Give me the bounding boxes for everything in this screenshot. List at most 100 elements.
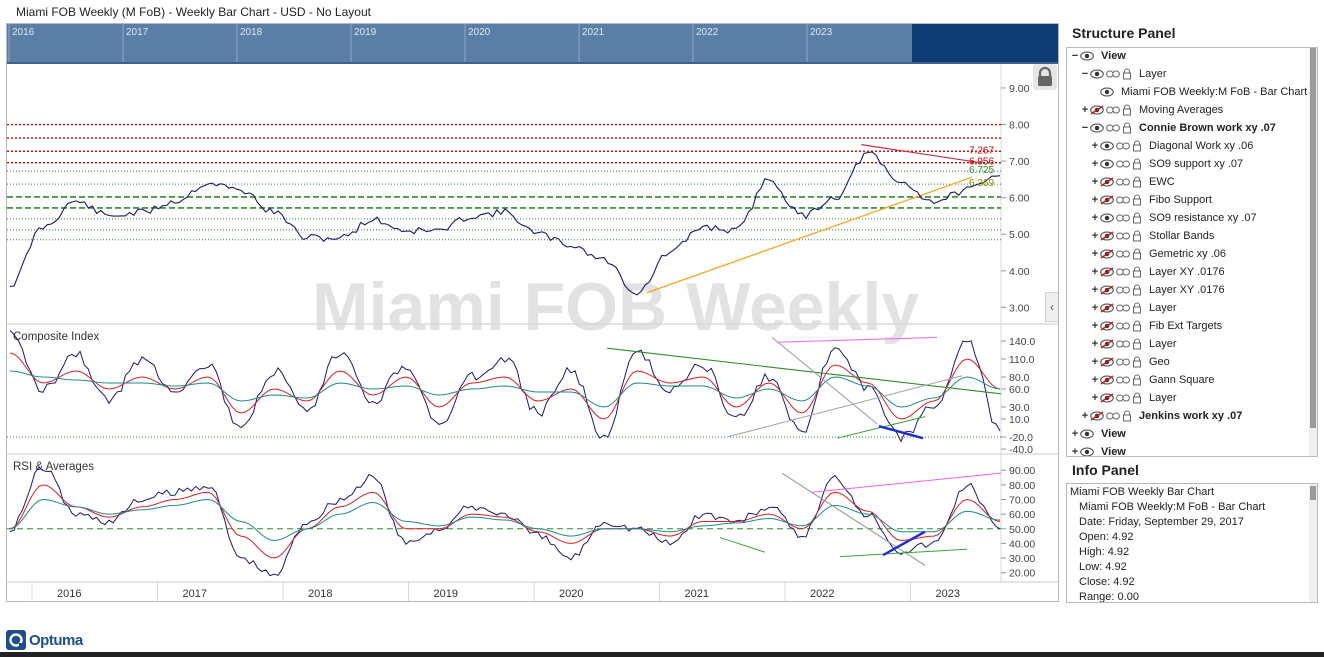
lock-toggle[interactable] <box>1132 338 1142 350</box>
collapse-panel-button[interactable]: ‹ <box>1045 292 1058 322</box>
link-toggle[interactable] <box>1116 178 1130 186</box>
tree-toggle[interactable]: + <box>1091 356 1099 368</box>
structure-tree-row[interactable]: + Gemetric xy .06 <box>1090 245 1226 263</box>
tree-toggle[interactable]: + <box>1091 230 1099 242</box>
lock-toggle[interactable] <box>1132 248 1142 260</box>
visibility-toggle[interactable] <box>1100 357 1114 367</box>
structure-tree-row[interactable]: + Fib Ext Targets <box>1090 317 1222 335</box>
tree-toggle[interactable]: + <box>1081 410 1089 422</box>
structure-tree-row[interactable]: + Gann Square <box>1090 371 1215 389</box>
visibility-toggle[interactable] <box>1090 69 1104 79</box>
tree-toggle[interactable]: − <box>1071 50 1079 62</box>
visibility-toggle[interactable] <box>1080 429 1094 439</box>
visibility-toggle[interactable] <box>1100 231 1114 241</box>
lock-toggle[interactable] <box>1122 122 1132 134</box>
link-toggle[interactable] <box>1106 106 1120 114</box>
structure-tree-row[interactable]: − Layer <box>1080 65 1167 83</box>
structure-tree-row[interactable]: − Connie Brown work xy .07 <box>1080 119 1276 137</box>
lock-toggle[interactable] <box>1132 230 1142 242</box>
visibility-toggle[interactable] <box>1100 303 1114 313</box>
tree-toggle[interactable]: + <box>1091 284 1099 296</box>
tree-toggle[interactable]: + <box>1091 176 1099 188</box>
structure-tree-row[interactable]: + Geo <box>1090 353 1170 371</box>
lock-toggle[interactable] <box>1132 158 1142 170</box>
visibility-toggle[interactable] <box>1080 447 1094 456</box>
visibility-toggle[interactable] <box>1100 321 1114 331</box>
lock-toggle[interactable] <box>1132 194 1142 206</box>
structure-scroll-thumb[interactable] <box>1310 48 1316 428</box>
lock-toggle[interactable] <box>1132 176 1142 188</box>
structure-tree-row[interactable]: + View <box>1070 443 1126 456</box>
info-scroll-thumb[interactable] <box>1310 486 1316 500</box>
visibility-toggle[interactable] <box>1100 87 1114 97</box>
structure-tree-row[interactable]: + Layer XY .0176 <box>1090 263 1225 281</box>
structure-tree-row[interactable]: Miami FOB Weekly:M FoB - Bar Chart <box>1090 83 1307 101</box>
link-toggle[interactable] <box>1116 142 1130 150</box>
link-toggle[interactable] <box>1116 250 1130 258</box>
visibility-toggle[interactable] <box>1090 123 1104 133</box>
link-toggle[interactable] <box>1116 358 1130 366</box>
lock-toggle[interactable] <box>1132 392 1142 404</box>
lock-toggle[interactable] <box>1132 266 1142 278</box>
visibility-toggle[interactable] <box>1080 51 1094 61</box>
visibility-toggle[interactable] <box>1100 339 1114 349</box>
link-toggle[interactable] <box>1116 340 1130 348</box>
link-toggle[interactable] <box>1116 196 1130 204</box>
link-toggle[interactable] <box>1116 232 1130 240</box>
link-toggle[interactable] <box>1116 376 1130 384</box>
lock-toggle[interactable] <box>1132 284 1142 296</box>
visibility-toggle[interactable] <box>1100 375 1114 385</box>
visibility-toggle[interactable] <box>1100 249 1114 259</box>
link-toggle[interactable] <box>1106 70 1120 78</box>
structure-tree-row[interactable]: + EWC <box>1090 173 1175 191</box>
visibility-toggle[interactable] <box>1100 393 1114 403</box>
structure-tree-row[interactable]: + Fibo Support <box>1090 191 1212 209</box>
tree-toggle[interactable]: + <box>1091 338 1099 350</box>
structure-panel[interactable]: − View − Layer Miami FOB Weekly:M FoB - Bar … <box>1066 47 1318 457</box>
tree-toggle[interactable]: + <box>1071 428 1079 440</box>
structure-tree-row[interactable]: + Layer <box>1090 335 1177 353</box>
visibility-toggle[interactable] <box>1100 213 1114 223</box>
tree-toggle[interactable]: − <box>1081 122 1089 134</box>
chart-area[interactable]: 2016 2017 2018 2019 2020 2021 2022 2023 Miami FO… <box>6 23 1059 602</box>
link-toggle[interactable] <box>1106 124 1120 132</box>
tree-toggle[interactable]: + <box>1091 248 1099 260</box>
visibility-toggle[interactable] <box>1100 177 1114 187</box>
link-toggle[interactable] <box>1116 268 1130 276</box>
structure-tree-row[interactable]: + Stollar Bands <box>1090 227 1215 245</box>
lock-toggle[interactable] <box>1132 140 1142 152</box>
chart-canvas[interactable]: 2016 2017 2018 2019 2020 2021 2022 2023 Miami FO… <box>7 24 1059 602</box>
structure-tree-row[interactable]: + Layer <box>1090 389 1177 407</box>
link-toggle[interactable] <box>1116 304 1130 312</box>
link-toggle[interactable] <box>1116 214 1130 222</box>
structure-tree-row[interactable]: + Layer <box>1090 299 1177 317</box>
tree-toggle[interactable]: + <box>1081 104 1089 116</box>
tree-toggle[interactable]: + <box>1091 158 1099 170</box>
info-scrollbar[interactable] <box>1309 484 1317 602</box>
visibility-toggle[interactable] <box>1100 159 1114 169</box>
visibility-toggle[interactable] <box>1100 141 1114 151</box>
structure-tree-row[interactable]: + Moving Averages <box>1080 101 1223 119</box>
tree-toggle[interactable]: + <box>1091 140 1099 152</box>
link-toggle[interactable] <box>1116 322 1130 330</box>
lock-toggle[interactable] <box>1122 68 1132 80</box>
structure-tree-row[interactable]: + SO9 support xy .07 <box>1090 155 1243 173</box>
tree-toggle[interactable]: + <box>1091 212 1099 224</box>
tree-toggle[interactable]: + <box>1091 194 1099 206</box>
tree-toggle[interactable]: + <box>1091 392 1099 404</box>
visibility-toggle[interactable] <box>1090 105 1104 115</box>
visibility-toggle[interactable] <box>1100 195 1114 205</box>
visibility-toggle[interactable] <box>1100 267 1114 277</box>
link-toggle[interactable] <box>1116 286 1130 294</box>
lock-toggle[interactable] <box>1122 410 1132 422</box>
structure-tree-row[interactable]: + View <box>1070 425 1126 443</box>
structure-tree-row[interactable]: + Diagonal Work xy .06 <box>1090 137 1254 155</box>
structure-tree-row[interactable]: + SO9 resistance xy .07 <box>1090 209 1257 227</box>
link-toggle[interactable] <box>1116 394 1130 402</box>
structure-tree-row[interactable]: − View <box>1070 48 1126 65</box>
link-toggle[interactable] <box>1106 412 1120 420</box>
tree-toggle[interactable]: − <box>1081 68 1089 80</box>
lock-toggle[interactable] <box>1132 302 1142 314</box>
lock-toggle[interactable] <box>1132 356 1142 368</box>
lock-toggle[interactable] <box>1132 374 1142 386</box>
